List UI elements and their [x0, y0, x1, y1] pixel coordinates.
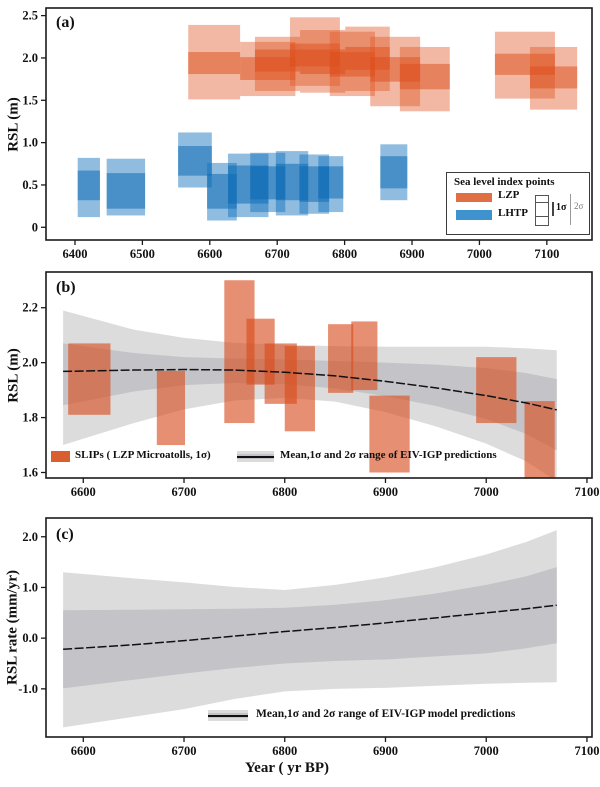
svg-text:6600: 6600 [71, 744, 96, 758]
svg-text:7100: 7100 [574, 744, 599, 758]
svg-text:7100: 7100 [534, 247, 559, 261]
legend-a-title: Sea level index points [454, 176, 555, 188]
svg-text:6400: 6400 [62, 247, 87, 261]
svg-text:6800: 6800 [272, 744, 297, 758]
svg-text:2.0: 2.0 [22, 356, 38, 370]
gp-band-glyph-b [237, 451, 274, 462]
svg-text:7000: 7000 [474, 744, 499, 758]
panel-b-y-axis-title: RSL (m) [5, 348, 22, 403]
svg-text:6800: 6800 [332, 247, 357, 261]
svg-text:6700: 6700 [172, 744, 197, 758]
lhtp-swatch [456, 210, 492, 220]
slips-swatch [51, 451, 70, 462]
svg-text:2.0: 2.0 [22, 530, 38, 544]
svg-text:-1.0: -1.0 [18, 682, 38, 696]
svg-text:7000: 7000 [474, 485, 499, 499]
svg-text:6700: 6700 [265, 247, 290, 261]
svg-text:6800: 6800 [272, 485, 297, 499]
panel-c-tag: (c) [56, 526, 74, 543]
sigma1-label: 1σ [556, 202, 567, 213]
x-axis-title: Year ( yr BP) [245, 760, 330, 776]
gp-legend-label-c: Mean,1σ and 2σ range of EIV-IGP model pr… [256, 708, 516, 720]
lzp-label: LZP [498, 189, 520, 201]
sigma2-label: 2σ [574, 201, 584, 211]
svg-text:1.0: 1.0 [22, 136, 38, 150]
gp-band-glyph-c [208, 710, 248, 721]
slips-legend-label: SLIPs ( LZP Microatolls, 1σ) [75, 449, 211, 461]
svg-text:2.5: 2.5 [22, 9, 38, 23]
svg-text:1.5: 1.5 [22, 93, 38, 107]
sigma1-box-glyph [535, 202, 549, 217]
svg-text:1.8: 1.8 [22, 411, 38, 425]
sigma2-bracket [570, 194, 571, 225]
svg-text:7000: 7000 [467, 247, 492, 261]
svg-text:6500: 6500 [130, 247, 155, 261]
gp-legend-label-b: Mean,1σ and 2σ range of EIV-IGP predicti… [280, 449, 497, 461]
sigma1-bracket [552, 202, 554, 216]
lzp-swatch [456, 193, 492, 202]
svg-text:6900: 6900 [400, 247, 425, 261]
svg-text:2.2: 2.2 [22, 301, 38, 315]
panel-a-tag: (a) [56, 14, 75, 31]
panel-a-y-axis-title: RSL (m) [5, 97, 22, 152]
svg-text:0.5: 0.5 [22, 178, 38, 192]
svg-text:0: 0 [32, 220, 38, 234]
svg-text:0.0: 0.0 [22, 631, 38, 645]
svg-text:1.6: 1.6 [22, 466, 38, 480]
svg-text:2.0: 2.0 [22, 51, 38, 65]
svg-text:6600: 6600 [71, 485, 96, 499]
panel-c-y-axis-title: RSL rate (mm/yr) [4, 570, 21, 685]
svg-text:6700: 6700 [172, 485, 197, 499]
svg-text:7100: 7100 [574, 485, 599, 499]
svg-text:1.0: 1.0 [22, 580, 38, 594]
svg-text:6900: 6900 [373, 485, 398, 499]
legend-panel-a: Sea level index points LZP LHTP 1σ 2σ [446, 172, 590, 235]
svg-text:6900: 6900 [373, 744, 398, 758]
svg-text:6600: 6600 [197, 247, 222, 261]
panel-b-tag: (b) [56, 279, 76, 296]
lhtp-label: LHTP [498, 207, 528, 219]
